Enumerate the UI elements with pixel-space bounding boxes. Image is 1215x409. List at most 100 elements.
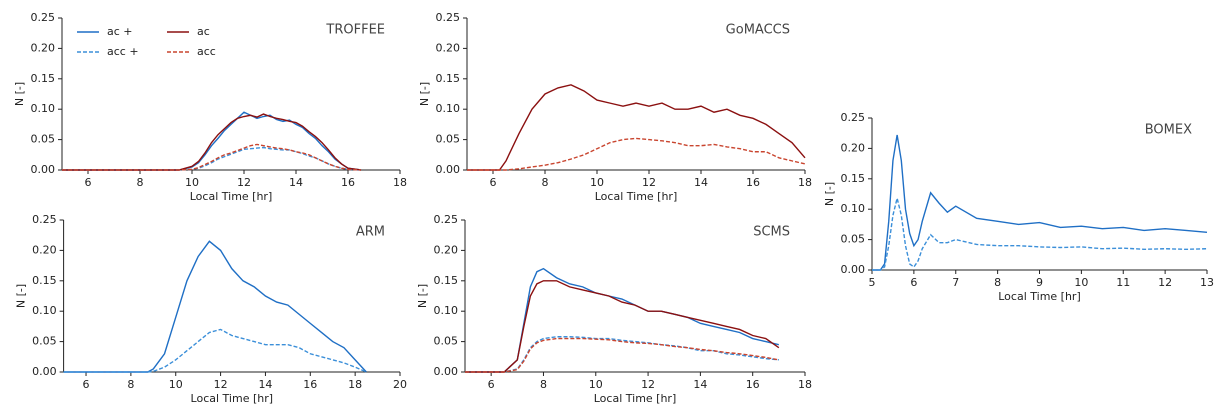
series-line [465,337,779,373]
x-tick-label: 14 [693,378,707,391]
x-tick-label: 14 [694,176,708,189]
y-tick-label: 0.25 [841,111,866,124]
panel-title: TROFFEE [325,23,385,38]
x-tick-label: 10 [169,378,183,391]
series-line [465,280,780,373]
x-tick-label: 6 [910,276,917,289]
x-tick-label: 12 [641,378,655,391]
y-tick-label: 0.00 [32,365,57,378]
y-tick-label: 0.00 [436,163,461,176]
y-tick-label: 0.25 [434,213,459,226]
y-tick-label: 0.15 [434,274,459,287]
x-tick-label: 8 [127,378,134,391]
y-tick-label: 0.10 [434,304,459,317]
x-tick-label: 12 [642,176,656,189]
x-tick-label: 9 [1036,276,1043,289]
x-tick-label: 16 [746,176,760,189]
y-tick-label: 0.05 [436,133,461,146]
x-tick-label: 8 [137,176,144,189]
x-tick-label: 20 [393,378,407,391]
x-tick-label: 10 [590,176,604,189]
x-tick-label: 18 [393,176,407,189]
series-line [62,143,362,171]
x-tick-label: 12 [214,378,228,391]
y-tick-label: 0.05 [32,335,57,348]
legend-label: ac + [107,25,133,38]
y-tick-label: 0.05 [434,335,459,348]
series-line [62,146,362,171]
y-tick-label: 0.10 [32,304,57,317]
panel-title: GoMACCS [726,23,790,38]
y-tick-label: 0.05 [31,133,56,146]
series-line [63,328,367,373]
x-tick-label: 16 [746,378,760,391]
y-tick-label: 0.05 [841,233,866,246]
x-tick-label: 18 [798,378,812,391]
series-line [465,267,780,373]
y-tick-label: 0.10 [436,102,461,115]
legend-label: acc + [107,45,139,58]
y-tick-label: 0.15 [841,172,866,185]
series-line [467,137,806,171]
series-line [63,240,367,373]
y-tick-label: 0.00 [434,365,459,378]
x-tick-label: 7 [952,276,959,289]
x-tick-label: 10 [589,378,603,391]
series-line [872,198,1208,271]
y-tick-label: 0.10 [841,202,866,215]
x-tick-label: 10 [1074,276,1088,289]
y-tick-label: 0.15 [31,72,56,85]
y-tick-label: 0.15 [32,274,57,287]
y-tick-label: 0.25 [436,11,461,24]
y-axis-label: N [-] [418,82,431,106]
y-axis-label: N [-] [13,82,26,106]
y-tick-label: 0.10 [31,102,56,115]
y-tick-label: 0.20 [436,41,461,54]
x-tick-label: 16 [303,378,317,391]
x-tick-label: 6 [83,378,90,391]
y-tick-label: 0.25 [31,11,56,24]
x-tick-label: 5 [869,276,876,289]
x-tick-label: 10 [185,176,199,189]
x-tick-label: 16 [341,176,355,189]
y-tick-label: 0.15 [436,72,461,85]
x-axis-label: Local Time [hr] [191,392,274,405]
y-axis-label: N [-] [15,284,28,308]
x-tick-label: 13 [1200,276,1214,289]
x-tick-label: 11 [1116,276,1130,289]
x-axis-label: Local Time [hr] [595,190,678,203]
series-line [62,113,362,171]
x-axis-label: Local Time [hr] [998,290,1081,303]
x-tick-label: 18 [348,378,362,391]
y-axis-label: N [-] [823,182,836,206]
panel-title: ARM [356,225,385,240]
y-tick-label: 0.00 [31,163,56,176]
series-line [465,336,779,373]
panel-title: BOMEX [1145,123,1192,138]
x-axis-label: Local Time [hr] [190,190,273,203]
y-tick-label: 0.20 [31,41,56,54]
series-line [467,84,806,171]
x-tick-label: 12 [1158,276,1172,289]
x-tick-label: 18 [798,176,812,189]
y-tick-label: 0.20 [434,243,459,256]
y-tick-label: 0.20 [841,141,866,154]
legend-label: acc [197,45,216,58]
y-tick-label: 0.20 [32,243,57,256]
series-line [872,134,1208,271]
y-axis-label: N [-] [416,284,429,308]
x-tick-label: 6 [85,176,92,189]
legend-label: ac [197,25,210,38]
y-tick-label: 0.00 [841,263,866,276]
x-tick-label: 8 [542,176,549,189]
x-tick-label: 14 [258,378,272,391]
x-axis-label: Local Time [hr] [594,392,677,405]
panel-title: SCMS [753,225,790,240]
x-tick-label: 8 [994,276,1001,289]
x-tick-label: 8 [540,378,547,391]
x-tick-label: 14 [289,176,303,189]
x-tick-label: 12 [237,176,251,189]
x-tick-label: 6 [488,378,495,391]
x-tick-label: 6 [490,176,497,189]
